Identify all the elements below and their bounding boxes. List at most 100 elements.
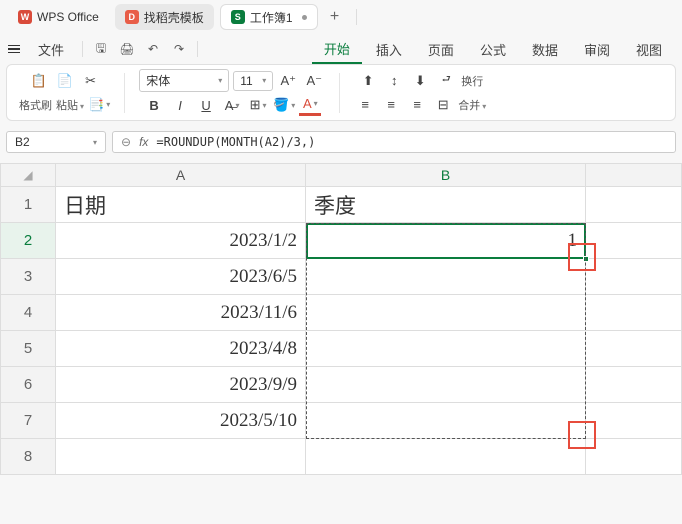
- undo-icon[interactable]: ↶: [141, 37, 165, 61]
- select-all-corner[interactable]: ◢: [0, 163, 56, 187]
- cell-c[interactable]: [586, 295, 682, 331]
- row-header[interactable]: 8: [0, 439, 56, 475]
- row-header[interactable]: 2: [0, 223, 56, 259]
- template-tab-label: 找稻壳模板: [144, 9, 204, 26]
- formula-text: =ROUNDUP(MONTH(A2)/3,): [156, 135, 315, 149]
- cell-c[interactable]: [586, 367, 682, 403]
- grid-row: 22023/1/21: [0, 223, 682, 259]
- row-header[interactable]: 5: [0, 331, 56, 367]
- cell-a[interactable]: 日期: [56, 187, 306, 223]
- font-group: 宋体▾ 11▾ A⁺ A⁻ B I U A̶ ⊞ 🪣 A: [135, 69, 329, 116]
- align-middle-icon[interactable]: ↕: [383, 70, 405, 92]
- cell-b[interactable]: [306, 295, 586, 331]
- cell-a[interactable]: 2023/6/5: [56, 259, 306, 295]
- tab-formula[interactable]: 公式: [468, 36, 518, 63]
- formula-input-area[interactable]: ⊖ fx =ROUNDUP(MONTH(A2)/3,): [112, 131, 676, 153]
- format-painter-icon[interactable]: 📋: [28, 70, 50, 92]
- font-name-select[interactable]: 宋体▾: [139, 69, 229, 92]
- merge-label[interactable]: 合并: [458, 97, 486, 113]
- redo-icon[interactable]: ↷: [167, 37, 191, 61]
- cancel-icon[interactable]: ⊖: [121, 135, 131, 149]
- workbook-tab[interactable]: S 工作簿1: [220, 4, 318, 30]
- formula-bar: B2 ▾ ⊖ fx =ROUNDUP(MONTH(A2)/3,): [6, 127, 676, 157]
- increase-font-icon[interactable]: A⁺: [277, 70, 299, 92]
- tab-data[interactable]: 数据: [520, 36, 570, 63]
- fx-icon[interactable]: fx: [139, 135, 148, 149]
- cell-a[interactable]: [56, 439, 306, 475]
- tab-review[interactable]: 审阅: [572, 36, 622, 63]
- cell-a[interactable]: 2023/11/6: [56, 295, 306, 331]
- cell-b[interactable]: [306, 403, 586, 439]
- align-center-icon[interactable]: ≡: [380, 94, 402, 116]
- row-header[interactable]: 7: [0, 403, 56, 439]
- font-size-select[interactable]: 11▾: [233, 71, 273, 91]
- paste-label[interactable]: 粘贴: [56, 97, 84, 113]
- print-icon[interactable]: 🖨: [115, 37, 139, 61]
- wrap-text-icon[interactable]: ⮐: [435, 70, 457, 92]
- cell-b[interactable]: [306, 331, 586, 367]
- cell-a[interactable]: 2023/4/8: [56, 331, 306, 367]
- align-bottom-icon[interactable]: ⬇: [409, 70, 431, 92]
- separator: [124, 73, 125, 113]
- copy-icon[interactable]: 📑: [88, 94, 110, 116]
- separator: [339, 73, 340, 113]
- tab-view[interactable]: 视图: [624, 36, 674, 63]
- grid-row: 62023/9/9: [0, 367, 682, 403]
- align-left-icon[interactable]: ≡: [354, 94, 376, 116]
- align-top-icon[interactable]: ⬆: [357, 70, 379, 92]
- row-header[interactable]: 1: [0, 187, 56, 223]
- cell-c[interactable]: [586, 259, 682, 295]
- row-header[interactable]: 4: [0, 295, 56, 331]
- clipboard-group: 📋 📄 ✂ 格式刷 粘贴 📑: [15, 70, 114, 116]
- cell-b[interactable]: [306, 367, 586, 403]
- separator: [197, 41, 198, 57]
- tab-start[interactable]: 开始: [312, 35, 362, 64]
- cell-c[interactable]: [586, 223, 682, 259]
- align-right-icon[interactable]: ≡: [406, 94, 428, 116]
- col-header-c[interactable]: [586, 163, 682, 187]
- cell-a[interactable]: 2023/1/2: [56, 223, 306, 259]
- cell-b[interactable]: [306, 259, 586, 295]
- template-tab[interactable]: D 找稻壳模板: [115, 4, 214, 30]
- fill-color-button[interactable]: 🪣: [273, 94, 295, 116]
- font-color-button[interactable]: A: [299, 94, 321, 116]
- strikethrough-button[interactable]: A̶: [221, 94, 243, 116]
- workbook-tab-label: 工作簿1: [250, 9, 293, 26]
- cell-a[interactable]: 2023/5/10: [56, 403, 306, 439]
- underline-button[interactable]: U: [195, 94, 217, 116]
- save-icon[interactable]: 🖫: [89, 37, 113, 61]
- col-header-a[interactable]: A: [56, 163, 306, 187]
- file-menu[interactable]: 文件: [26, 36, 76, 63]
- tab-insert[interactable]: 插入: [364, 36, 414, 63]
- paste-icon[interactable]: 📄: [54, 70, 76, 92]
- row-header[interactable]: 3: [0, 259, 56, 295]
- wrap-label: 换行: [461, 73, 483, 89]
- app-name: WPS Office: [37, 10, 99, 24]
- cell-b[interactable]: [306, 439, 586, 475]
- cell-c[interactable]: [586, 187, 682, 223]
- app-tab[interactable]: W WPS Office: [8, 4, 109, 30]
- ribbon-toolbar: 📋 📄 ✂ 格式刷 粘贴 📑 宋体▾ 11▾ A⁺ A⁻ B I U A̶ ⊞ …: [6, 64, 676, 121]
- fill-handle[interactable]: [583, 256, 589, 262]
- cell-reference-box[interactable]: B2 ▾: [6, 131, 106, 153]
- hamburger-icon[interactable]: [8, 45, 20, 54]
- cell-a[interactable]: 2023/9/9: [56, 367, 306, 403]
- tab-page[interactable]: 页面: [416, 36, 466, 63]
- border-button[interactable]: ⊞: [247, 94, 269, 116]
- col-header-b[interactable]: B: [306, 163, 586, 187]
- cut-icon[interactable]: ✂: [80, 70, 102, 92]
- wps-icon: W: [18, 10, 32, 24]
- merge-icon[interactable]: ⊟: [432, 94, 454, 116]
- cell-b[interactable]: 1: [306, 223, 586, 259]
- grid-row: 52023/4/8: [0, 331, 682, 367]
- cell-c[interactable]: [586, 439, 682, 475]
- decrease-font-icon[interactable]: A⁻: [303, 70, 325, 92]
- cell-c[interactable]: [586, 403, 682, 439]
- row-header[interactable]: 6: [0, 367, 56, 403]
- new-tab-button[interactable]: +: [324, 6, 346, 28]
- cell-b[interactable]: 季度: [306, 187, 586, 223]
- italic-button[interactable]: I: [169, 94, 191, 116]
- bold-button[interactable]: B: [143, 94, 165, 116]
- separator: [82, 41, 83, 57]
- cell-c[interactable]: [586, 331, 682, 367]
